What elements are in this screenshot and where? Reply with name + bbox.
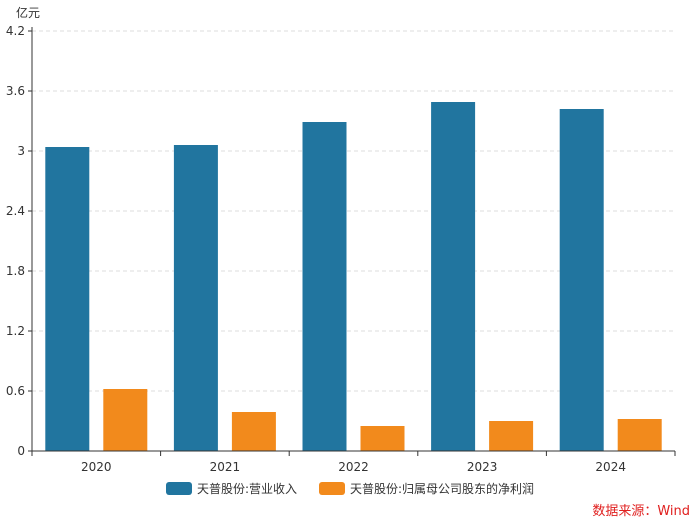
legend-swatch-revenue [165, 482, 192, 495]
x-tick-label: 2024 [595, 460, 626, 474]
x-tick-label: 2021 [210, 460, 241, 474]
revenue-bar-2024[interactable] [559, 109, 604, 451]
net-profit-bar-2023[interactable] [489, 421, 534, 451]
bar-chart: 0 0.6 1.2 1.8 2.4 3 3.6 4.2 2020 2021 2022 2023 2024… [6, 5, 676, 474]
y-tick-label: 2.4 [6, 204, 25, 218]
y-axis-unit-label: 亿元 [16, 5, 40, 20]
legend: 天普股份:营业收入 天普股份:归属母公司股东的净利润 [0, 480, 700, 497]
y-tick-label: 1.8 [6, 264, 25, 278]
legend-label-net-profit: 天普股份:归属母公司股东的净利润 [350, 482, 535, 496]
revenue-bar-2022[interactable] [302, 122, 347, 451]
net-profit-bar-2021[interactable] [231, 412, 276, 451]
y-tick-label: 3 [17, 144, 25, 158]
y-tick-label: 4.2 [6, 24, 25, 38]
axes: 0 0.6 1.2 1.8 2.4 3 3.6 4.2 2020 2021 2022 2023 2024 [6, 24, 676, 474]
legend-item-revenue[interactable]: 天普股份:营业收入 [165, 480, 297, 497]
data-source-label: 数据来源：Wind [592, 504, 690, 519]
revenue-bar-2021[interactable] [173, 145, 218, 451]
y-tick-label: 0.6 [6, 384, 25, 398]
y-tick-label: 3.6 [6, 84, 25, 98]
revenue-bar-2020[interactable] [45, 147, 90, 451]
y-tick-label: 1.2 [6, 324, 25, 338]
net-profit-bar-2020[interactable] [103, 389, 148, 451]
x-tick-label: 2023 [467, 460, 498, 474]
x-tick-label: 2020 [81, 460, 112, 474]
net-profit-bar-2024[interactable] [617, 419, 662, 451]
revenue-bar-2023[interactable] [431, 102, 476, 451]
legend-label-revenue: 天普股份:营业收入 [196, 482, 297, 496]
x-tick-label: 2022 [338, 460, 369, 474]
bars [45, 102, 662, 451]
y-tick-label: 0 [17, 444, 25, 458]
legend-swatch-net-profit [319, 482, 345, 495]
net-profit-bar-2022[interactable] [360, 426, 405, 451]
legend-item-net-profit[interactable]: 天普股份:归属母公司股东的净利润 [319, 480, 534, 497]
